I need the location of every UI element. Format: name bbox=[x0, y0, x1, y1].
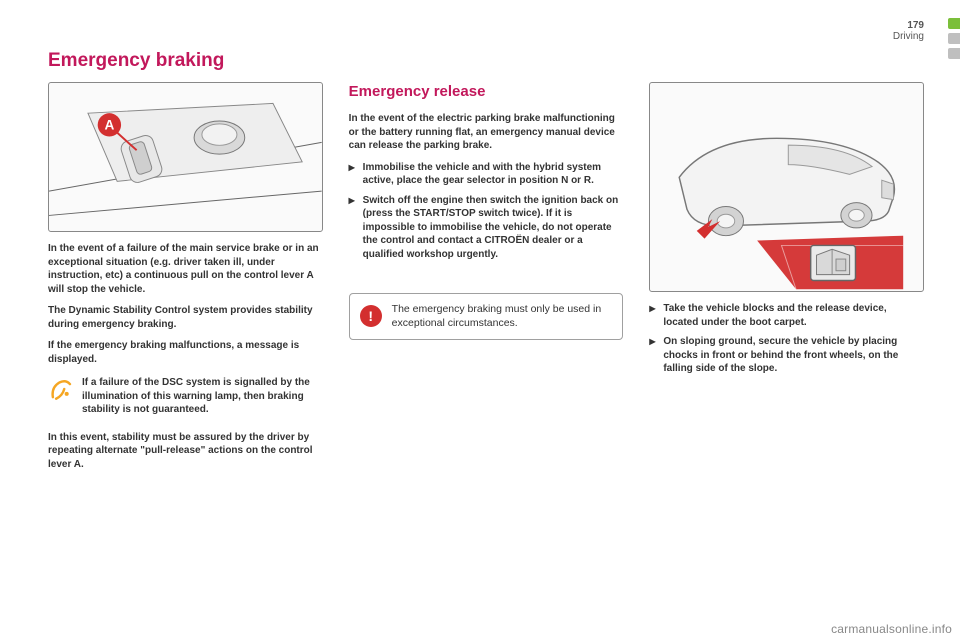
dsc-warning-icon bbox=[48, 376, 74, 402]
body-text: In the event of a failure of the main se… bbox=[48, 242, 323, 296]
body-text: In the event of the electric parking bra… bbox=[349, 112, 624, 153]
content-columns: A In the event of a failure of the main … bbox=[48, 82, 924, 479]
column-3: Take the vehicle blocks and the release … bbox=[649, 82, 924, 479]
caution-callout: ! The emergency braking must only be use… bbox=[349, 293, 624, 339]
tab-indicator bbox=[948, 48, 960, 59]
column-2: Emergency release In the event of the el… bbox=[349, 82, 624, 479]
subsection-title: Emergency release bbox=[349, 82, 624, 102]
section-label: Driving bbox=[893, 31, 924, 42]
list-item: On sloping ground, secure the vehicle by… bbox=[649, 335, 924, 376]
list-item: Take the vehicle blocks and the release … bbox=[649, 302, 924, 329]
list-item: Immobilise the vehicle and with the hybr… bbox=[349, 161, 624, 188]
caution-icon: ! bbox=[360, 305, 382, 327]
page-header: 179 Driving bbox=[48, 20, 924, 42]
svg-text:A: A bbox=[104, 118, 114, 133]
instruction-list: Take the vehicle blocks and the release … bbox=[649, 302, 924, 376]
page-number: 179 bbox=[907, 20, 924, 31]
page: 179 Driving Emergency braking bbox=[0, 0, 960, 499]
figure-vehicle-chock bbox=[649, 82, 924, 292]
body-text: If the emergency braking malfunctions, a… bbox=[48, 339, 323, 366]
caution-text: The emergency braking must only be used … bbox=[392, 302, 613, 330]
page-title: Emergency braking bbox=[48, 50, 924, 72]
tab-indicator bbox=[948, 18, 960, 29]
tab-indicator bbox=[948, 33, 960, 44]
figure-control-lever: A bbox=[48, 82, 323, 232]
body-text: The Dynamic Stability Control system pro… bbox=[48, 304, 323, 331]
body-text: In this event, stability must be assured… bbox=[48, 431, 323, 472]
warning-text: If a failure of the DSC system is signal… bbox=[82, 376, 323, 417]
list-item: Switch off the engine then switch the ig… bbox=[349, 194, 624, 262]
warning-row: If a failure of the DSC system is signal… bbox=[48, 376, 323, 425]
column-1: A In the event of a failure of the main … bbox=[48, 82, 323, 479]
watermark: carmanualsonline.info bbox=[831, 622, 952, 636]
side-tabs bbox=[948, 18, 960, 59]
instruction-list: Immobilise the vehicle and with the hybr… bbox=[349, 161, 624, 262]
